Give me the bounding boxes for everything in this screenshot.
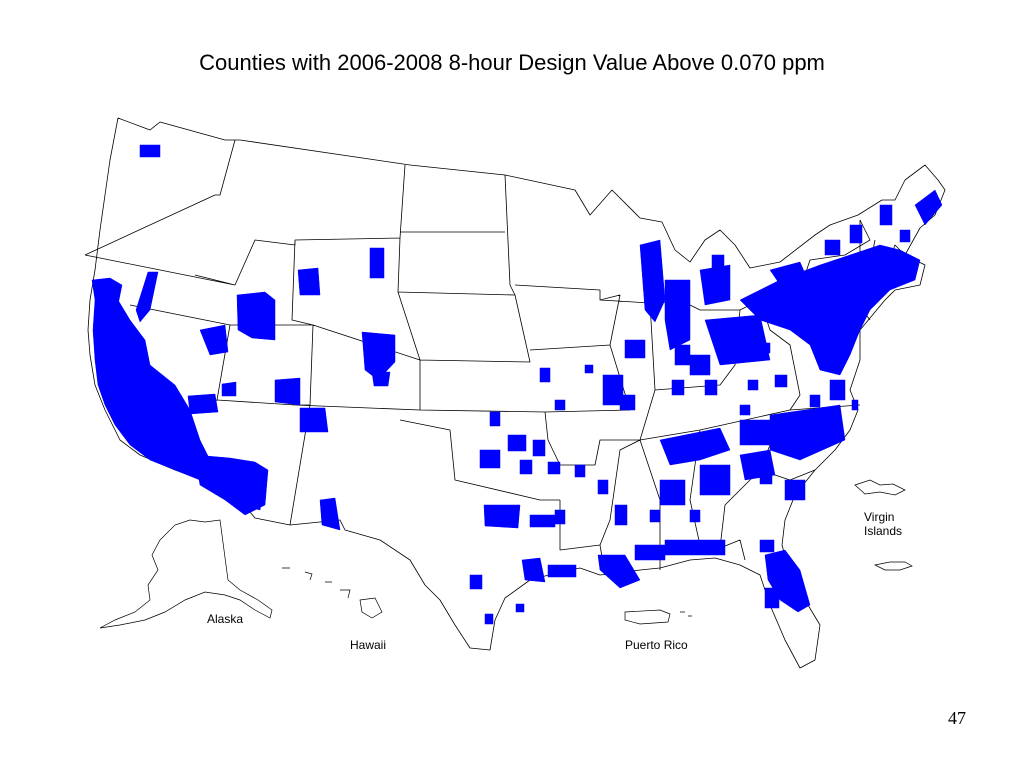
county-al-3 xyxy=(689,509,701,523)
county-florida xyxy=(764,549,811,613)
county-va-3 xyxy=(851,399,859,411)
virgin-islands-top xyxy=(854,479,906,496)
slide-title: Counties with 2006-2008 8-hour Design Va… xyxy=(199,50,825,75)
county-nc xyxy=(769,404,846,461)
state-boundaries xyxy=(84,117,946,669)
county-lake-michigan-west xyxy=(639,239,666,323)
county-nm xyxy=(299,407,329,433)
county-tx-houston xyxy=(521,557,546,583)
county-pa-extra xyxy=(757,342,771,354)
county-il-1 xyxy=(624,339,646,359)
county-ok-3 xyxy=(489,411,501,427)
county-cluster-california xyxy=(92,294,266,511)
county-ok-4 xyxy=(532,439,546,457)
county-wyoming-2 xyxy=(369,247,385,279)
county-ok-2 xyxy=(507,434,527,452)
county-pa-west xyxy=(769,261,811,293)
county-ny-1 xyxy=(824,239,841,256)
county-mo-2 xyxy=(554,399,566,411)
insets xyxy=(99,479,913,629)
county-ar-2 xyxy=(574,464,586,478)
county-ky-2 xyxy=(747,379,759,391)
county-ar-1 xyxy=(547,461,561,475)
county-ga-1 xyxy=(699,464,731,496)
county-tx-7 xyxy=(515,603,525,613)
county-me-2 xyxy=(899,229,911,243)
county-in-2 xyxy=(674,344,691,366)
puerto-rico-outline xyxy=(624,609,671,625)
county-nm-s xyxy=(319,497,341,531)
county-ok-1 xyxy=(479,449,501,469)
county-ky-3 xyxy=(739,404,751,416)
county-ok-5 xyxy=(519,459,533,475)
county-ohio xyxy=(704,314,771,366)
county-in-3 xyxy=(671,379,685,396)
virgin-islands-bottom xyxy=(873,561,913,571)
county-utah-south xyxy=(274,377,301,406)
county-ms-2 xyxy=(634,544,666,561)
county-tx-2 xyxy=(529,514,556,528)
county-va xyxy=(829,379,846,401)
county-al-2 xyxy=(664,539,726,556)
highlighted-counties xyxy=(91,144,943,625)
county-ms-1 xyxy=(614,504,628,526)
county-oh-2 xyxy=(689,354,711,376)
county-maine xyxy=(914,189,943,226)
county-va-2 xyxy=(809,394,821,408)
page-number: 47 xyxy=(948,708,966,728)
county-vt-nh xyxy=(879,204,893,226)
county-il-2 xyxy=(619,394,636,411)
county-la xyxy=(597,554,641,589)
county-colorado xyxy=(361,331,396,381)
county-mo-4 xyxy=(602,374,624,406)
county-tn xyxy=(659,427,731,466)
county-wv xyxy=(774,374,788,388)
county-cluster-nevada-west xyxy=(135,271,159,323)
hawaii-label: Hawaii xyxy=(350,638,387,652)
puerto-rico-label: Puerto Rico xyxy=(625,638,688,652)
hawaii-islands xyxy=(282,567,383,619)
virgin-islands-label-line2: Islands xyxy=(864,524,903,538)
virgin-islands-label: Virgin Islands xyxy=(864,510,902,538)
county-mo-3 xyxy=(584,364,594,374)
county-cluster-california-north xyxy=(91,277,123,309)
county-ga-2 xyxy=(759,539,775,553)
county-ar-3 xyxy=(597,479,609,495)
county-northeast-corridor xyxy=(739,244,921,376)
county-utah-north xyxy=(236,291,276,341)
county-cluster-az xyxy=(194,454,269,516)
county-nevada-s xyxy=(221,381,237,397)
county-ky-1 xyxy=(704,379,718,396)
us-outline xyxy=(87,117,946,669)
county-sc xyxy=(784,479,806,501)
alaska-outline xyxy=(99,519,273,629)
county-az-north xyxy=(187,393,219,415)
county-fl-2 xyxy=(764,587,780,609)
county-tx-5 xyxy=(547,564,577,578)
county-al-1 xyxy=(659,479,686,506)
alaska-label: Alaska xyxy=(207,612,244,626)
county-ms-3 xyxy=(649,509,661,523)
county-tx-dallas xyxy=(483,504,521,529)
county-sc-2 xyxy=(759,469,773,485)
county-michigan xyxy=(699,264,731,306)
county-wyoming-1 xyxy=(297,267,321,296)
county-indiana xyxy=(664,279,691,351)
county-tx-4 xyxy=(469,574,483,590)
puerto-rico-islets xyxy=(680,611,692,617)
county-ny-2 xyxy=(849,224,863,244)
virgin-islands-label-line1: Virgin xyxy=(864,510,895,524)
county-mo-1 xyxy=(539,367,551,383)
county-colorado-s xyxy=(371,371,391,387)
county-tx-3 xyxy=(554,509,566,525)
county-washington xyxy=(139,144,161,158)
county-mi-2 xyxy=(711,254,725,271)
county-tx-6 xyxy=(484,613,494,625)
county-nevada xyxy=(199,324,229,356)
